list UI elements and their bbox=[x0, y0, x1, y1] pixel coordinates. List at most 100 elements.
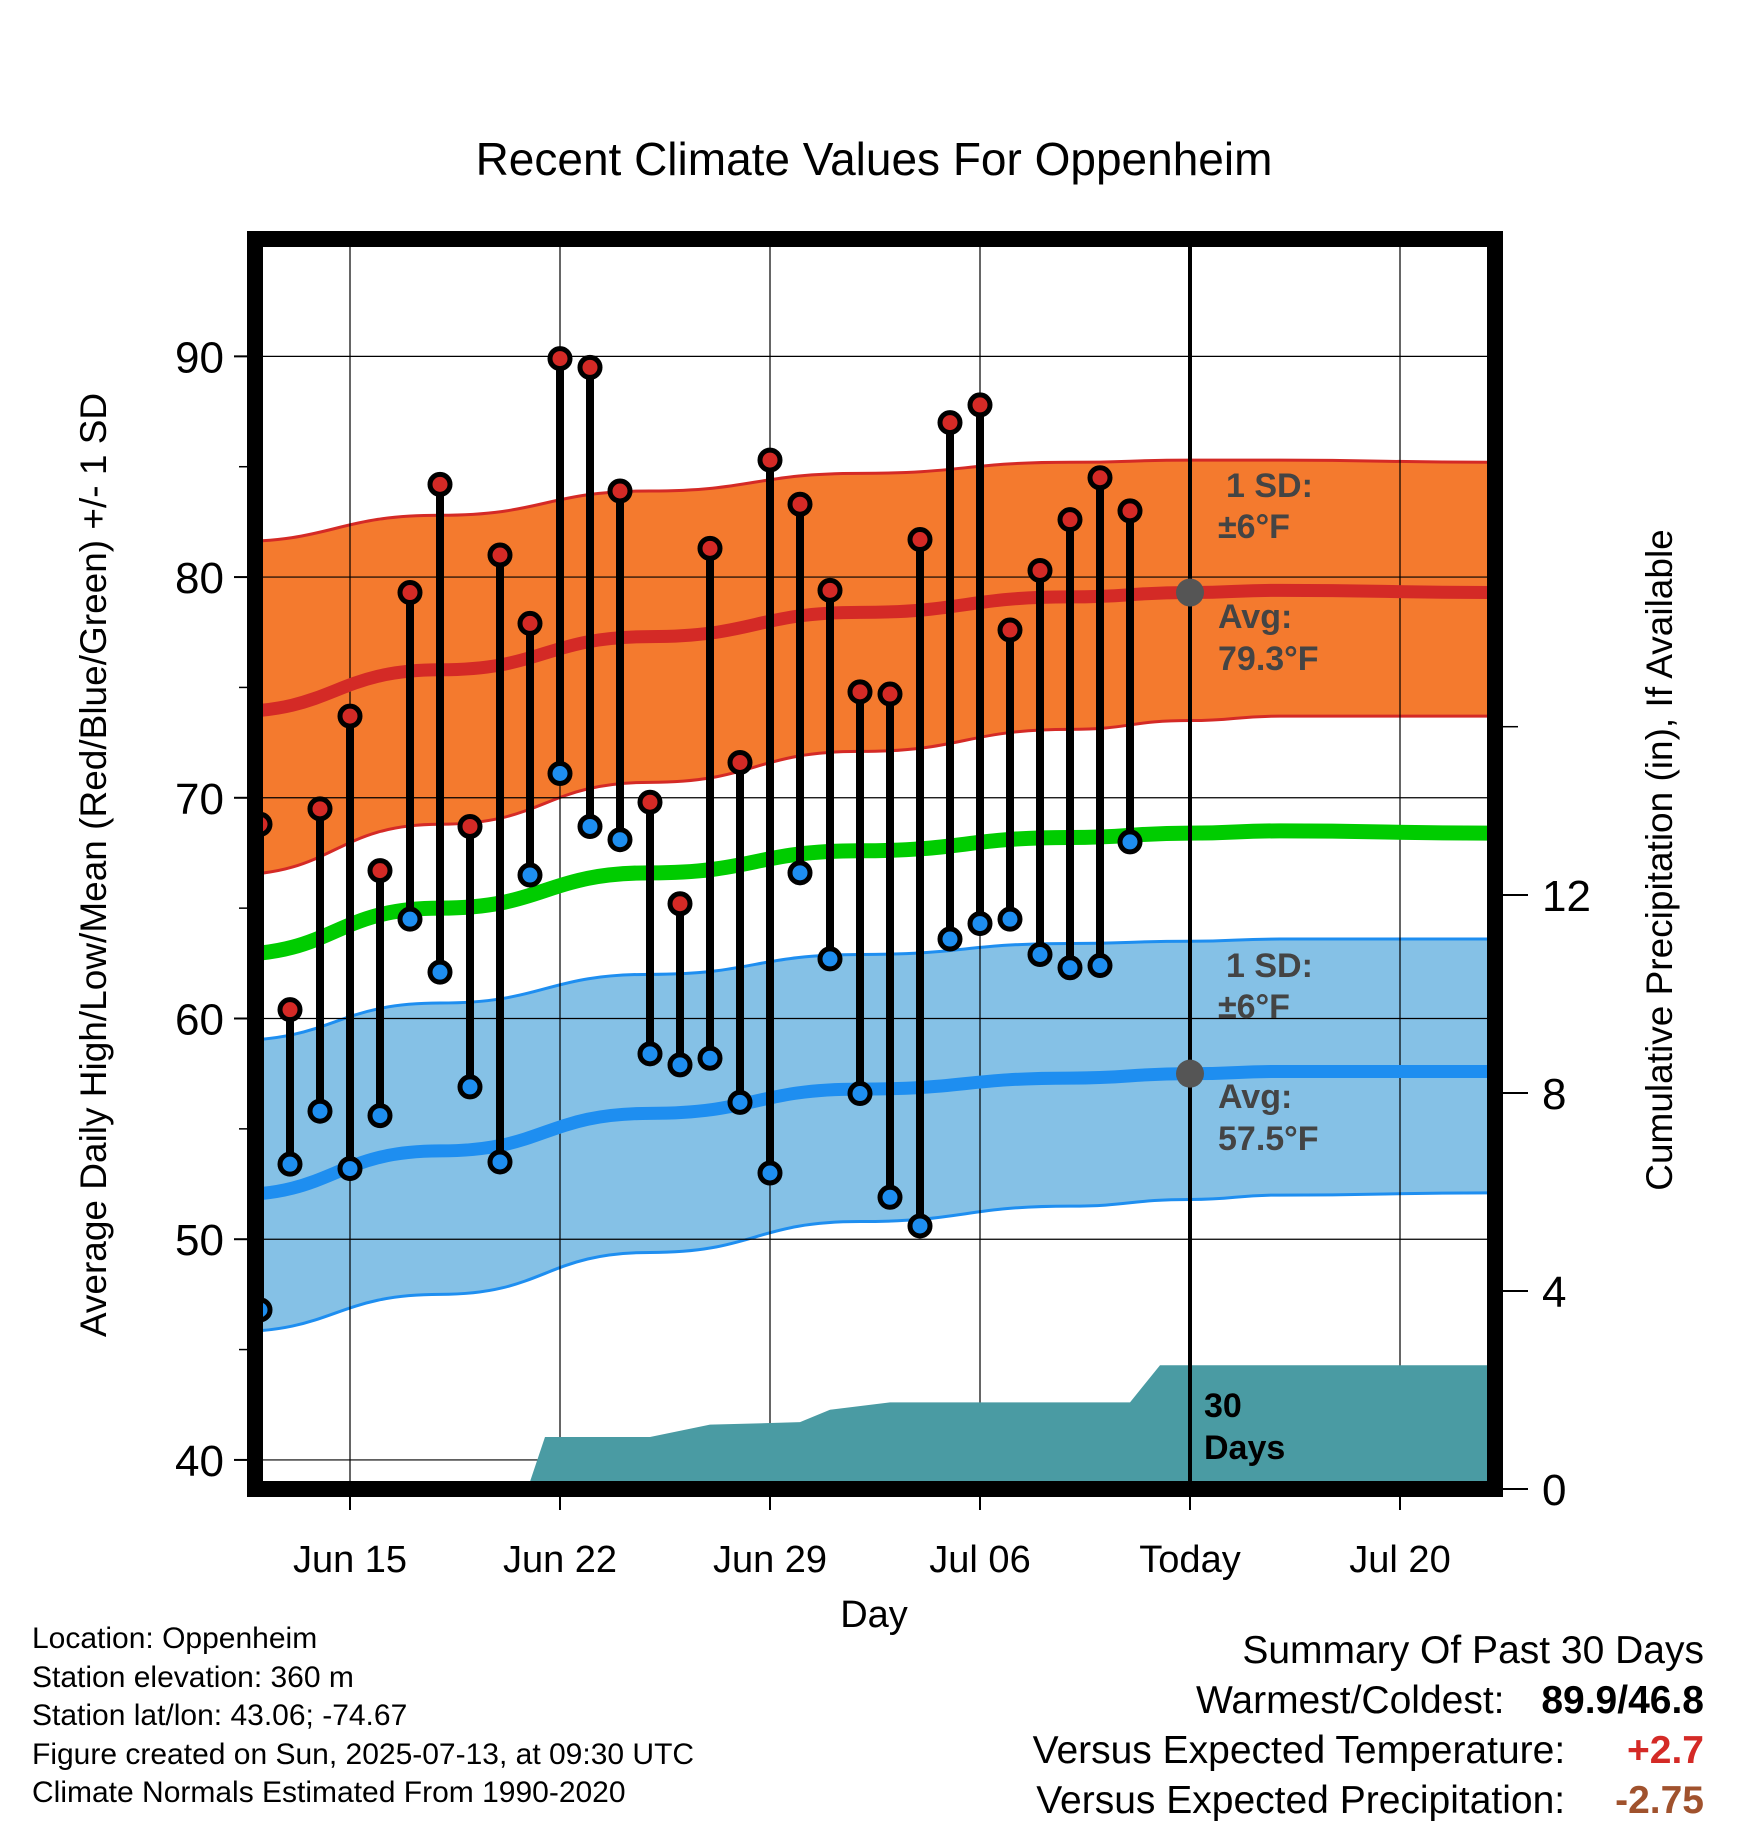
high-avg-label: Avg: bbox=[1218, 598, 1292, 636]
high-sd-label: 1 SD: bbox=[1226, 467, 1313, 505]
daily-high-point bbox=[1117, 498, 1143, 524]
daily-high-point bbox=[337, 703, 363, 729]
plot-frame bbox=[247, 231, 1503, 1497]
precip-area bbox=[484, 1365, 1488, 1482]
summary-heading: Summary Of Past 30 Days bbox=[1242, 1629, 1704, 1672]
daily-high-point bbox=[517, 610, 543, 636]
y-axis-label: Average Daily High/Low/Mean (Red/Blue/Gr… bbox=[73, 393, 114, 1337]
y-tick-label: 60 bbox=[175, 996, 224, 1045]
temp-anomaly-value: +2.7 bbox=[1627, 1729, 1704, 1772]
daily-high-point bbox=[367, 858, 393, 884]
daily-low-point bbox=[697, 1045, 723, 1071]
daily-high-point bbox=[1057, 507, 1083, 533]
plot-inner bbox=[262, 246, 1488, 1482]
y2-tick-label: 12 bbox=[1542, 872, 1591, 921]
y-tick-label: 70 bbox=[175, 775, 224, 824]
daily-high-point bbox=[997, 617, 1023, 643]
warm-cold-value: 89.9/46.8 bbox=[1541, 1676, 1704, 1726]
chart-title: Recent Climate Values For Oppenheim bbox=[476, 133, 1273, 185]
days-count-label: 30 bbox=[1204, 1387, 1242, 1425]
daily-high-point bbox=[427, 471, 453, 497]
daily-high-point bbox=[847, 679, 873, 705]
y2-tick-label: 4 bbox=[1542, 1268, 1566, 1317]
x-tick-label: Jul 20 bbox=[1349, 1539, 1450, 1581]
x-axis-label: Day bbox=[840, 1594, 908, 1636]
warm-cold-row: Warmest/Coldest: 89.9/46.8 bbox=[1033, 1676, 1704, 1726]
daily-high-point bbox=[787, 491, 813, 517]
daily-low-point bbox=[307, 1098, 333, 1124]
today-high-avg-marker bbox=[1176, 578, 1204, 607]
daily-high-point bbox=[307, 796, 333, 822]
daily-low-point bbox=[637, 1041, 663, 1067]
daily-low-point bbox=[367, 1103, 393, 1129]
warmest-value: 89.9 bbox=[1541, 1679, 1618, 1722]
days-text-label: Days bbox=[1204, 1429, 1285, 1467]
high-avg-value: 79.3°F bbox=[1218, 640, 1319, 678]
daily-low-point bbox=[337, 1156, 363, 1182]
daily-low-point bbox=[817, 946, 843, 972]
daily-low-point bbox=[997, 906, 1023, 932]
daily-low-point bbox=[607, 827, 633, 853]
location-text: Location: Oppenheim bbox=[32, 1622, 318, 1655]
y2-axis-label: Cumulative Precipitation (in), If Availa… bbox=[1639, 529, 1680, 1191]
daily-low-point bbox=[757, 1160, 783, 1186]
daily-high-point bbox=[637, 789, 663, 815]
warm-cold-separator: / bbox=[1617, 1679, 1629, 1722]
low-sd-band-upper-edge bbox=[262, 937, 1488, 1041]
daily-low-point bbox=[967, 911, 993, 937]
daily-low-point bbox=[547, 761, 573, 787]
created-text: Figure created on Sun, 2025-07-13, at 09… bbox=[32, 1737, 695, 1771]
low-sd-band-lower-edge bbox=[262, 1191, 1488, 1333]
daily-high-point bbox=[397, 580, 423, 606]
y2-tick-label: 0 bbox=[1542, 1466, 1566, 1515]
station-info: Location: Oppenheim Station elevation: 3… bbox=[32, 1620, 694, 1813]
daily-high-point bbox=[1027, 557, 1053, 583]
daily-low-point bbox=[937, 926, 963, 952]
temp-anomaly-label: Versus Expected Temperature: bbox=[1032, 1729, 1566, 1772]
low-sd-band bbox=[262, 939, 1488, 1331]
low-sd-label: 1 SD: bbox=[1226, 947, 1313, 985]
y-tick-label: 50 bbox=[175, 1216, 224, 1265]
daily-high-point bbox=[877, 681, 903, 707]
daily-low-point bbox=[397, 906, 423, 932]
daily-low-point bbox=[1057, 955, 1083, 981]
temp-anomaly-row: Versus Expected Temperature: +2.7 bbox=[1033, 1726, 1704, 1776]
daily-low-point bbox=[487, 1149, 513, 1175]
daily-low-point bbox=[517, 862, 543, 888]
latlon-text: Station lat/lon: 43.06; -74.67 bbox=[32, 1699, 408, 1732]
normals-text: Climate Normals Estimated From 1990-2020 bbox=[32, 1776, 626, 1809]
daily-high-point bbox=[547, 346, 573, 372]
daily-low-point bbox=[277, 1151, 303, 1177]
daily-high-point bbox=[487, 542, 513, 568]
daily-high-point bbox=[937, 410, 963, 436]
daily-high-point bbox=[967, 392, 993, 418]
low-avg-value: 57.5°F bbox=[1218, 1120, 1319, 1158]
daily-high-point bbox=[277, 997, 303, 1023]
daily-high-point bbox=[457, 813, 483, 839]
daily-low-point bbox=[427, 959, 453, 985]
low-avg-label: Avg: bbox=[1218, 1078, 1292, 1116]
daily-low-point bbox=[907, 1213, 933, 1239]
warm-cold-label: Warmest/Coldest: bbox=[1196, 1679, 1505, 1722]
low-avg-line bbox=[262, 1064, 1488, 1200]
high-sd-value: ±6°F bbox=[1218, 508, 1290, 546]
daily-high-point bbox=[727, 749, 753, 775]
y-tick-label: 90 bbox=[175, 333, 224, 382]
summary-panel: Summary Of Past 30 Days Warmest/Coldest:… bbox=[1033, 1626, 1704, 1826]
y2-tick-label: 8 bbox=[1542, 1070, 1566, 1119]
precip-anomaly-label: Versus Expected Precipitation: bbox=[1036, 1779, 1566, 1822]
daily-high-point bbox=[667, 891, 693, 917]
daily-high-point bbox=[757, 447, 783, 473]
elevation-text: Station elevation: 360 m bbox=[32, 1660, 354, 1694]
daily-low-point bbox=[577, 813, 603, 839]
daily-low-point bbox=[787, 860, 813, 886]
daily-high-point bbox=[697, 535, 723, 561]
y-tick-label: 80 bbox=[175, 554, 224, 603]
precip-anomaly-value: -2.75 bbox=[1615, 1779, 1704, 1822]
coldest-value: 46.8 bbox=[1628, 1679, 1704, 1722]
daily-low-point bbox=[1087, 953, 1113, 979]
x-tick-label: Jun 22 bbox=[503, 1539, 617, 1581]
x-tick-label: Jul 06 bbox=[929, 1539, 1030, 1581]
